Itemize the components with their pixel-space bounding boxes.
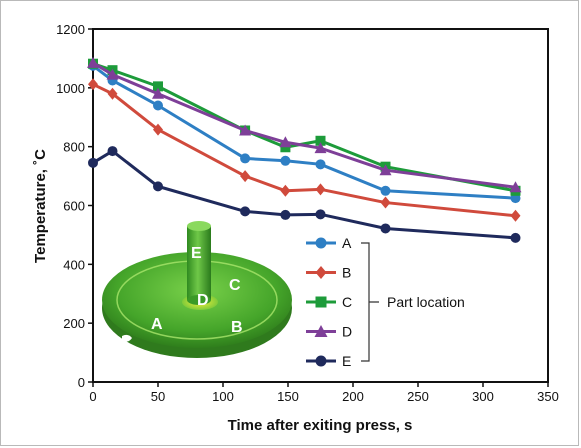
series-d [87, 56, 522, 193]
series-d-marker [314, 142, 327, 154]
y-axis-title: Temperature, ˚C [32, 149, 49, 263]
series-b [88, 78, 521, 222]
series-c-line [92, 62, 516, 193]
legend-item-d: D [306, 324, 352, 340]
x-axis-title: Time after exiting press, s [228, 417, 413, 434]
series-d-marker [379, 164, 392, 176]
series-b-marker [380, 196, 391, 209]
series-b-marker [153, 123, 163, 136]
series-a-marker [280, 155, 291, 166]
legend-label-e: E [342, 353, 351, 369]
legend-a-marker [315, 237, 327, 249]
legend-item-c: C [306, 294, 352, 310]
series-e-marker [240, 206, 251, 217]
y-tick-label: 400 [63, 257, 85, 272]
legend-c-marker [315, 296, 327, 308]
y-tick-label: 1200 [56, 22, 85, 37]
x-tick-label: 350 [537, 389, 559, 404]
y-tick-label: 1000 [56, 81, 85, 96]
part-label-e: E [191, 245, 202, 262]
series-d-marker [279, 136, 292, 148]
series-d-marker [87, 56, 99, 68]
series-e-marker [107, 146, 118, 157]
legend-bracket [361, 242, 379, 362]
series-b-marker [510, 209, 521, 222]
series-d-marker [152, 87, 164, 99]
series-b-marker [107, 87, 118, 100]
series-a-marker [240, 153, 251, 164]
series-a-marker [315, 159, 326, 170]
series-d-line [92, 61, 516, 189]
series-e-marker [153, 181, 163, 192]
shaft [187, 226, 211, 300]
x-tick-label: 200 [342, 389, 364, 404]
series-e-line [92, 149, 516, 240]
series-e-marker [380, 223, 391, 234]
part-illustration: E D C A B [102, 221, 292, 358]
legend-group-label: Part location [387, 294, 465, 310]
disc-notch [122, 334, 132, 342]
y-tick-label: 600 [63, 199, 85, 214]
series-e [88, 146, 521, 243]
legend-label-d: D [342, 324, 352, 340]
x-tick-label: 300 [472, 389, 494, 404]
legend-b-marker [315, 266, 327, 279]
legend-item-e: E [306, 353, 351, 369]
series-b-line [92, 82, 516, 218]
series-e-marker [510, 232, 521, 243]
series-d-marker [509, 181, 522, 193]
x-tick-label: 150 [277, 389, 299, 404]
x-tick-label: 250 [407, 389, 429, 404]
series-layer [87, 56, 522, 243]
legend-label-b: B [342, 265, 351, 281]
series-c-marker [153, 81, 163, 92]
shaft-top [187, 221, 211, 231]
legend-label-a: A [342, 235, 352, 251]
y-tick-label: 200 [63, 316, 85, 331]
part-label-d: D [197, 292, 209, 309]
series-e-marker [88, 157, 98, 168]
series-a-marker [380, 185, 391, 196]
part-label-b: B [231, 319, 243, 336]
x-tick-label: 100 [212, 389, 234, 404]
legend-label-c: C [342, 294, 352, 310]
series-c-marker [280, 142, 291, 153]
series-a-line [92, 64, 516, 200]
series-d-marker [106, 68, 119, 80]
x-tick-label: 0 [89, 389, 96, 404]
shaft-base [187, 295, 211, 305]
series-e-marker [315, 209, 326, 220]
series-a-marker [153, 100, 163, 111]
series-b-marker [280, 184, 291, 197]
x-tick-label: 50 [151, 389, 165, 404]
series-b-marker [88, 78, 98, 91]
series-b-marker [240, 170, 251, 183]
series-e-marker [280, 209, 291, 220]
series-c-marker [315, 135, 326, 146]
legend-e-marker [315, 355, 327, 367]
legend-item-b: B [306, 265, 351, 281]
y-tick-label: 0 [78, 375, 85, 390]
legend-item-a: A [306, 235, 352, 251]
series-d-marker [239, 124, 252, 136]
series-b-marker [315, 183, 326, 196]
axis-ticks: 0 50 100 150 200 250 300 350 0 200 400 600 800 1000 12… [56, 22, 559, 404]
y-tick-label: 800 [63, 140, 85, 155]
part-label-a: A [151, 316, 163, 333]
legend-d-marker [314, 325, 328, 337]
part-label-c: C [229, 277, 241, 294]
